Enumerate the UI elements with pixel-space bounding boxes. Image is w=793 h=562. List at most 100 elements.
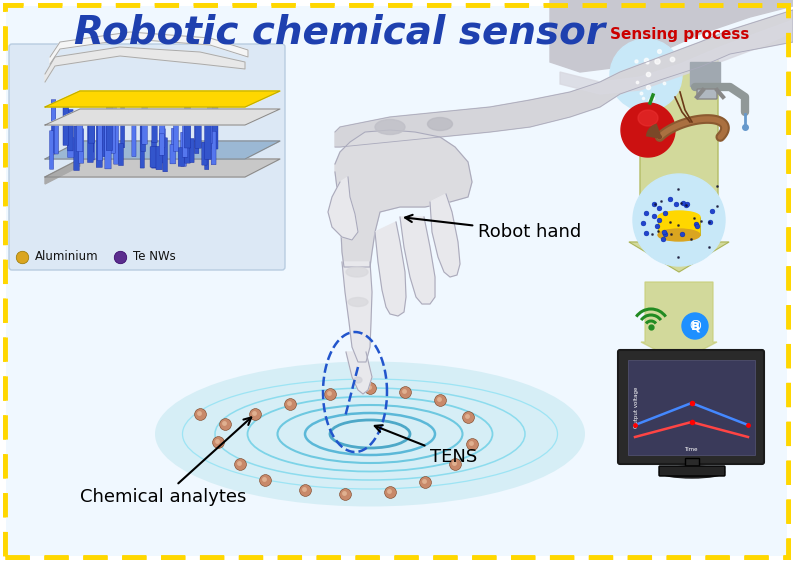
FancyBboxPatch shape [178, 148, 184, 166]
FancyBboxPatch shape [88, 113, 94, 143]
FancyBboxPatch shape [49, 131, 54, 169]
Text: Output voltage: Output voltage [634, 386, 639, 428]
Polygon shape [342, 262, 372, 362]
Ellipse shape [346, 267, 368, 277]
FancyBboxPatch shape [67, 138, 74, 157]
FancyBboxPatch shape [185, 103, 191, 148]
Text: Time: Time [684, 447, 698, 452]
FancyBboxPatch shape [74, 126, 79, 170]
FancyBboxPatch shape [96, 121, 102, 167]
Ellipse shape [375, 120, 405, 134]
FancyBboxPatch shape [174, 112, 178, 151]
Polygon shape [690, 62, 720, 90]
FancyBboxPatch shape [185, 117, 190, 146]
FancyBboxPatch shape [121, 103, 125, 148]
FancyBboxPatch shape [195, 124, 201, 148]
Circle shape [682, 313, 708, 339]
FancyBboxPatch shape [109, 116, 115, 153]
FancyBboxPatch shape [67, 110, 73, 151]
FancyBboxPatch shape [87, 121, 94, 162]
Text: Aluminium: Aluminium [35, 251, 98, 264]
FancyBboxPatch shape [194, 125, 199, 153]
FancyBboxPatch shape [618, 350, 764, 464]
Polygon shape [560, 20, 793, 94]
Polygon shape [45, 109, 280, 125]
Ellipse shape [658, 211, 700, 223]
Polygon shape [335, 130, 472, 267]
Polygon shape [375, 222, 406, 316]
FancyBboxPatch shape [163, 138, 167, 172]
FancyBboxPatch shape [659, 466, 725, 476]
Ellipse shape [427, 117, 453, 130]
Polygon shape [550, 0, 793, 72]
Text: ʙ: ʙ [691, 319, 699, 333]
FancyBboxPatch shape [76, 121, 82, 152]
FancyBboxPatch shape [111, 103, 117, 144]
FancyBboxPatch shape [207, 98, 213, 144]
FancyBboxPatch shape [63, 100, 69, 146]
FancyBboxPatch shape [156, 146, 163, 170]
FancyBboxPatch shape [98, 116, 102, 161]
FancyBboxPatch shape [6, 6, 787, 556]
FancyBboxPatch shape [205, 145, 209, 170]
Polygon shape [400, 217, 435, 304]
FancyBboxPatch shape [684, 457, 699, 468]
FancyBboxPatch shape [9, 44, 285, 270]
Ellipse shape [658, 229, 700, 241]
Polygon shape [45, 91, 280, 107]
FancyBboxPatch shape [170, 144, 176, 164]
FancyBboxPatch shape [697, 89, 717, 99]
Polygon shape [335, 10, 793, 147]
Polygon shape [621, 103, 675, 157]
FancyBboxPatch shape [89, 111, 94, 152]
Ellipse shape [660, 466, 725, 478]
Circle shape [610, 39, 682, 111]
FancyBboxPatch shape [106, 105, 113, 151]
Polygon shape [50, 32, 248, 64]
FancyBboxPatch shape [132, 125, 136, 157]
Text: Robotic chemical sensor: Robotic chemical sensor [75, 13, 606, 51]
FancyBboxPatch shape [211, 132, 216, 165]
Circle shape [633, 174, 725, 266]
FancyBboxPatch shape [185, 142, 190, 163]
FancyBboxPatch shape [102, 117, 107, 157]
FancyBboxPatch shape [151, 140, 156, 168]
Text: Robot hand: Robot hand [405, 215, 581, 241]
Text: Sensing process: Sensing process [611, 26, 749, 42]
Polygon shape [45, 159, 80, 184]
FancyBboxPatch shape [151, 120, 157, 143]
Polygon shape [45, 141, 280, 159]
FancyBboxPatch shape [159, 112, 165, 148]
Polygon shape [629, 52, 729, 272]
Text: ℚ: ℚ [689, 319, 701, 333]
Polygon shape [638, 110, 658, 126]
FancyBboxPatch shape [5, 5, 788, 557]
FancyBboxPatch shape [142, 105, 147, 144]
FancyBboxPatch shape [141, 114, 146, 152]
Polygon shape [45, 47, 245, 82]
FancyBboxPatch shape [105, 123, 111, 169]
FancyBboxPatch shape [160, 129, 166, 163]
FancyBboxPatch shape [118, 143, 124, 166]
FancyBboxPatch shape [150, 147, 156, 167]
FancyBboxPatch shape [181, 132, 186, 166]
Polygon shape [430, 194, 460, 277]
FancyBboxPatch shape [171, 128, 176, 149]
FancyBboxPatch shape [52, 125, 58, 153]
FancyBboxPatch shape [201, 142, 207, 165]
FancyBboxPatch shape [113, 121, 119, 164]
Ellipse shape [348, 297, 368, 306]
Ellipse shape [155, 361, 585, 506]
FancyBboxPatch shape [212, 102, 218, 149]
Text: Te NWs: Te NWs [133, 251, 176, 264]
FancyBboxPatch shape [182, 121, 188, 157]
Polygon shape [328, 177, 358, 240]
FancyBboxPatch shape [79, 129, 84, 163]
FancyBboxPatch shape [102, 113, 109, 151]
FancyBboxPatch shape [657, 217, 700, 235]
Text: TENS: TENS [375, 425, 477, 466]
FancyBboxPatch shape [159, 134, 164, 155]
FancyBboxPatch shape [140, 125, 144, 168]
FancyBboxPatch shape [628, 360, 755, 455]
Polygon shape [641, 282, 717, 362]
